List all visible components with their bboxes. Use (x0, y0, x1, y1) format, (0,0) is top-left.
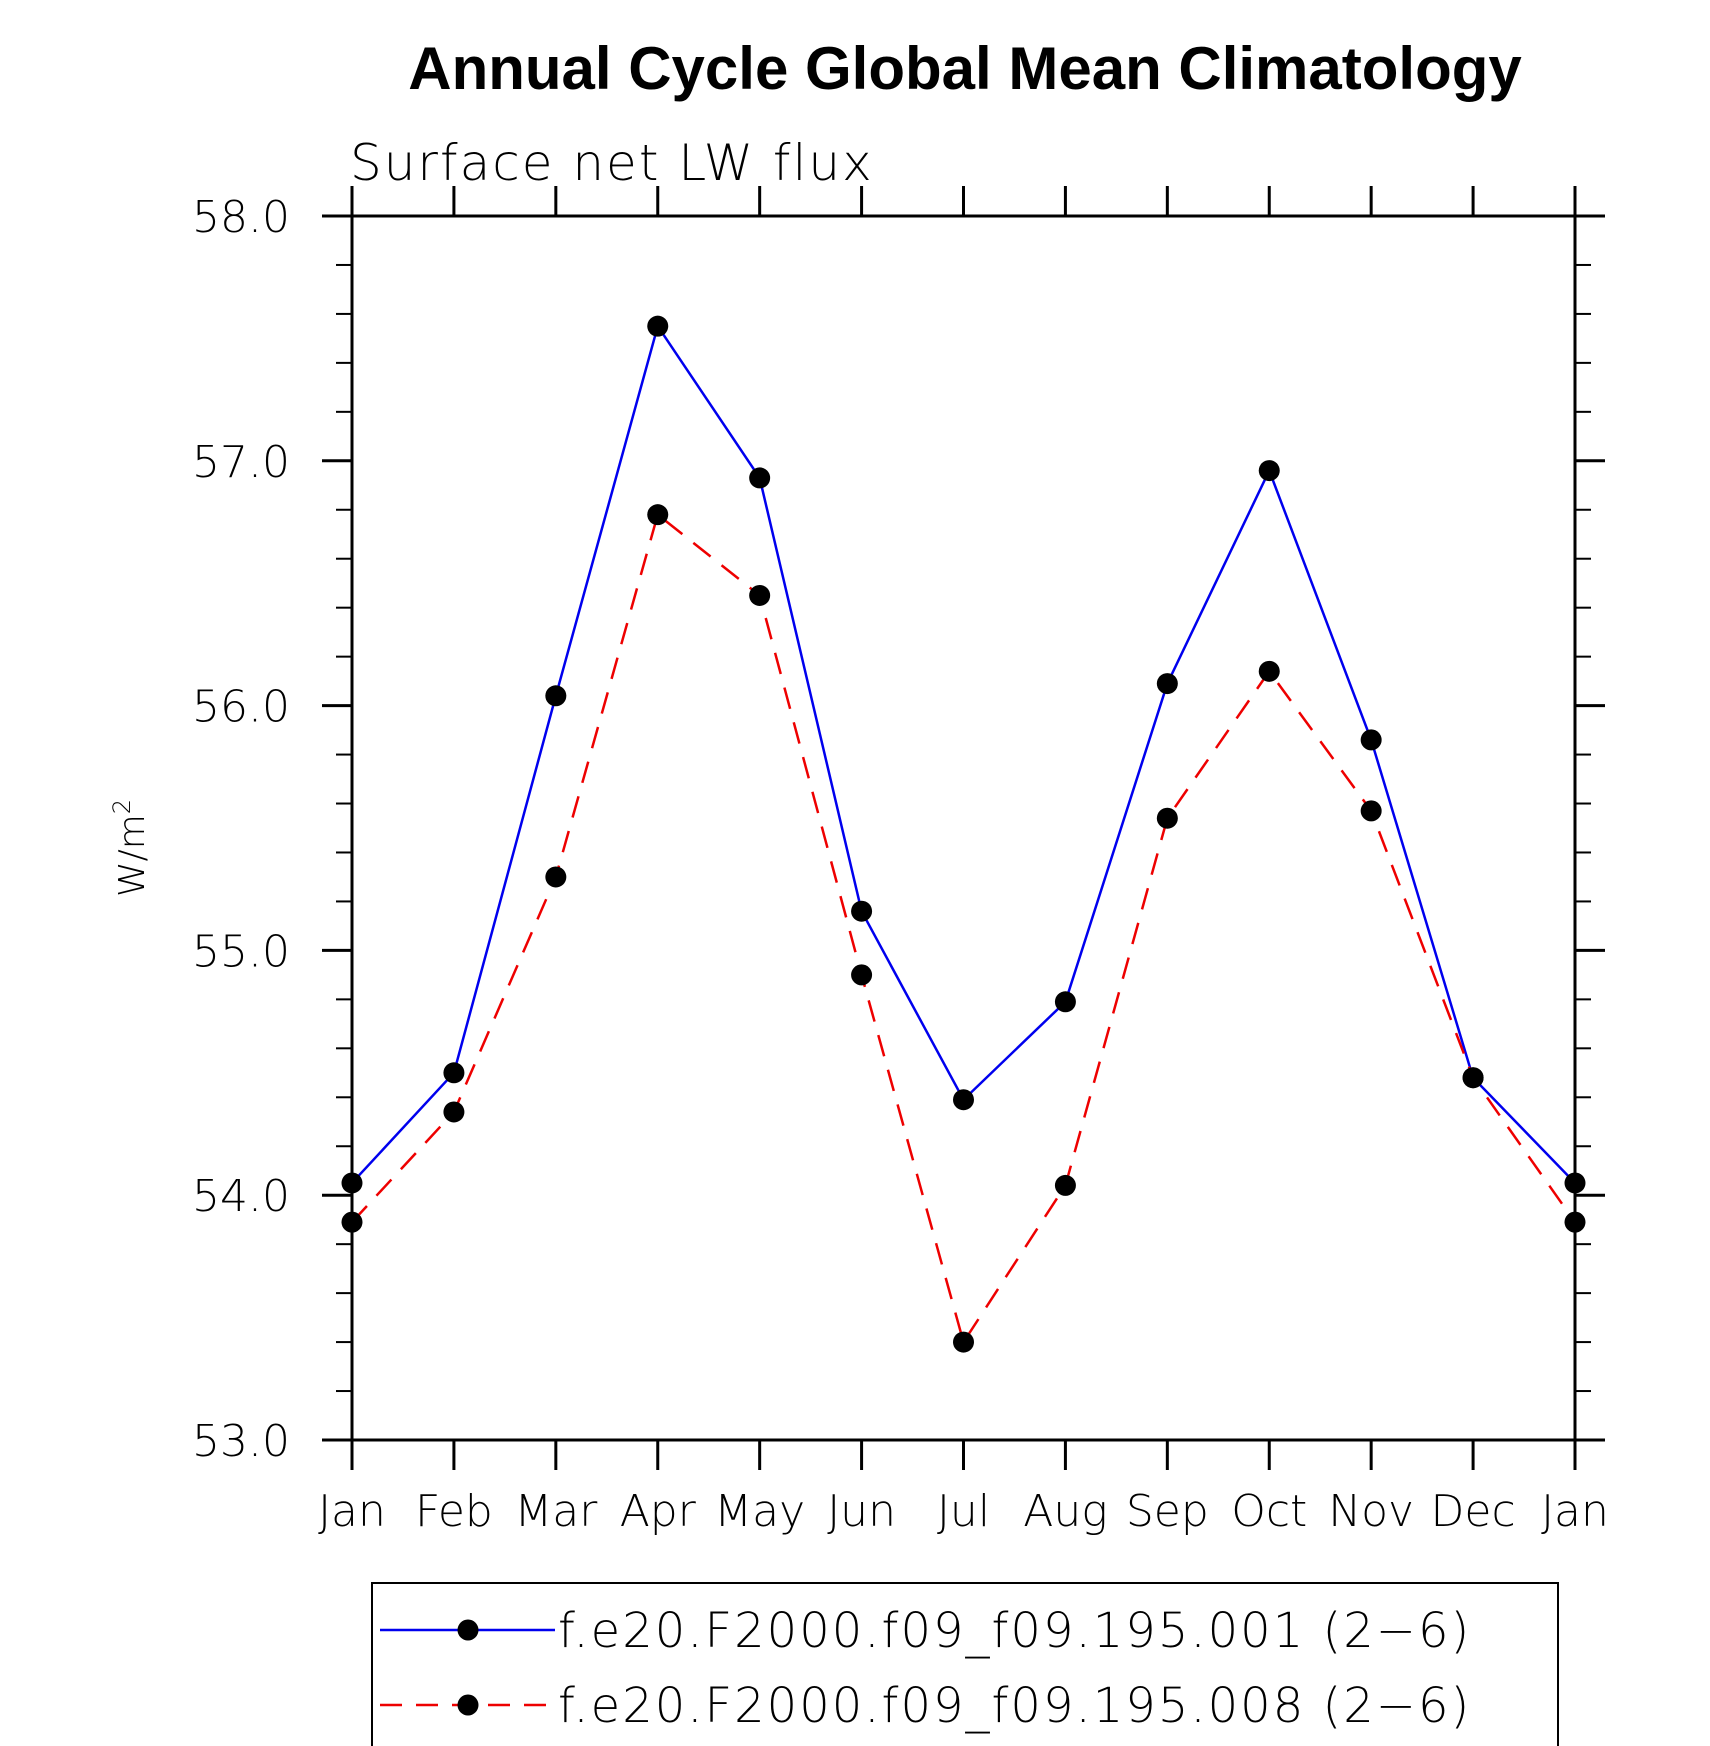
x-tick-label: Aug (1023, 1486, 1107, 1537)
x-tick-label: Feb (415, 1486, 493, 1537)
legend: f.e20.F2000.f09_f09.195.001 (2−6) f.e20.F… (371, 1582, 1559, 1746)
x-tick-label: Sep (1126, 1486, 1209, 1537)
x-tick-label: Jan (1541, 1486, 1609, 1537)
series-1-point (1054, 991, 1076, 1013)
series-2-point (749, 584, 771, 606)
series-1-point (851, 900, 873, 922)
x-tick-label: Jun (827, 1486, 896, 1537)
series-2-point (545, 866, 567, 888)
series-2-point (1156, 807, 1178, 829)
y-tick-label: 53.0 (192, 1416, 290, 1467)
series-1-point (1258, 460, 1280, 482)
series-1-point (749, 467, 771, 489)
x-tick-label: Jan (318, 1486, 386, 1537)
series-1-point (1360, 729, 1382, 751)
series-2 (341, 504, 1586, 1353)
series-2-point (647, 504, 669, 526)
y-axis-label-superscript: 2 (108, 799, 136, 814)
y-tick-label: 55.0 (192, 926, 290, 977)
chart-subtitle: Surface net LW flux (350, 134, 874, 192)
y-tick-label: 58.0 (192, 192, 290, 243)
x-tick-label: Dec (1431, 1486, 1516, 1537)
axes: Jan Feb Mar Apr May Jun Jul Aug Sep Oct Nov Dec Jan 5… (192, 186, 1609, 1537)
series-2-point (1462, 1067, 1484, 1089)
x-tick-label: Nov (1328, 1486, 1414, 1537)
series-1-point (1156, 673, 1178, 695)
series-2-point (851, 964, 873, 986)
series-2-line (351, 512, 1577, 1346)
x-tick-label: May (714, 1486, 805, 1537)
series-1-point (545, 685, 567, 707)
series-1-point (443, 1062, 465, 1084)
legend-box (371, 1582, 1559, 1746)
chart-title: Annual Cycle Global Mean Climatology (408, 35, 1522, 102)
series-2-point (1564, 1211, 1586, 1233)
legend-label-2: f.e20.F2000.f09_f09.195.008 (2−6) (558, 1678, 1471, 1734)
y-axis-label: W/m2 (108, 799, 153, 897)
series-1-point (647, 315, 669, 337)
y-tick-label: 54.0 (192, 1171, 290, 1222)
x-tick-label: Jul (937, 1486, 990, 1537)
x-tick-label: Apr (620, 1486, 697, 1537)
series-1-point (1564, 1172, 1586, 1194)
series-2-point (1258, 660, 1280, 682)
y-tick-label: 57.0 (192, 437, 290, 488)
x-tick-label: Mar (514, 1486, 598, 1537)
series-2-point (1360, 800, 1382, 822)
series-layer (341, 315, 1586, 1353)
series-1 (341, 315, 1586, 1194)
series-1-point (953, 1089, 974, 1111)
legend-label-1: f.e20.F2000.f09_f09.195.001 (2−6) (558, 1603, 1471, 1659)
series-2-point (1054, 1174, 1076, 1196)
series-2-point (953, 1331, 974, 1353)
x-tick-label: Oct (1231, 1486, 1307, 1537)
y-tick-label: 56.0 (192, 682, 290, 733)
series-2-point (443, 1101, 465, 1123)
svg-text:W/m2: W/m2 (108, 799, 153, 897)
series-1-point (341, 1172, 363, 1194)
y-axis-label-text: W/m (112, 814, 153, 897)
series-1-line (351, 323, 1576, 1184)
series-2-point (341, 1211, 363, 1233)
legend-marker-1 (457, 1619, 479, 1641)
plot-frame (350, 214, 1577, 1442)
legend-marker-2 (457, 1694, 479, 1716)
